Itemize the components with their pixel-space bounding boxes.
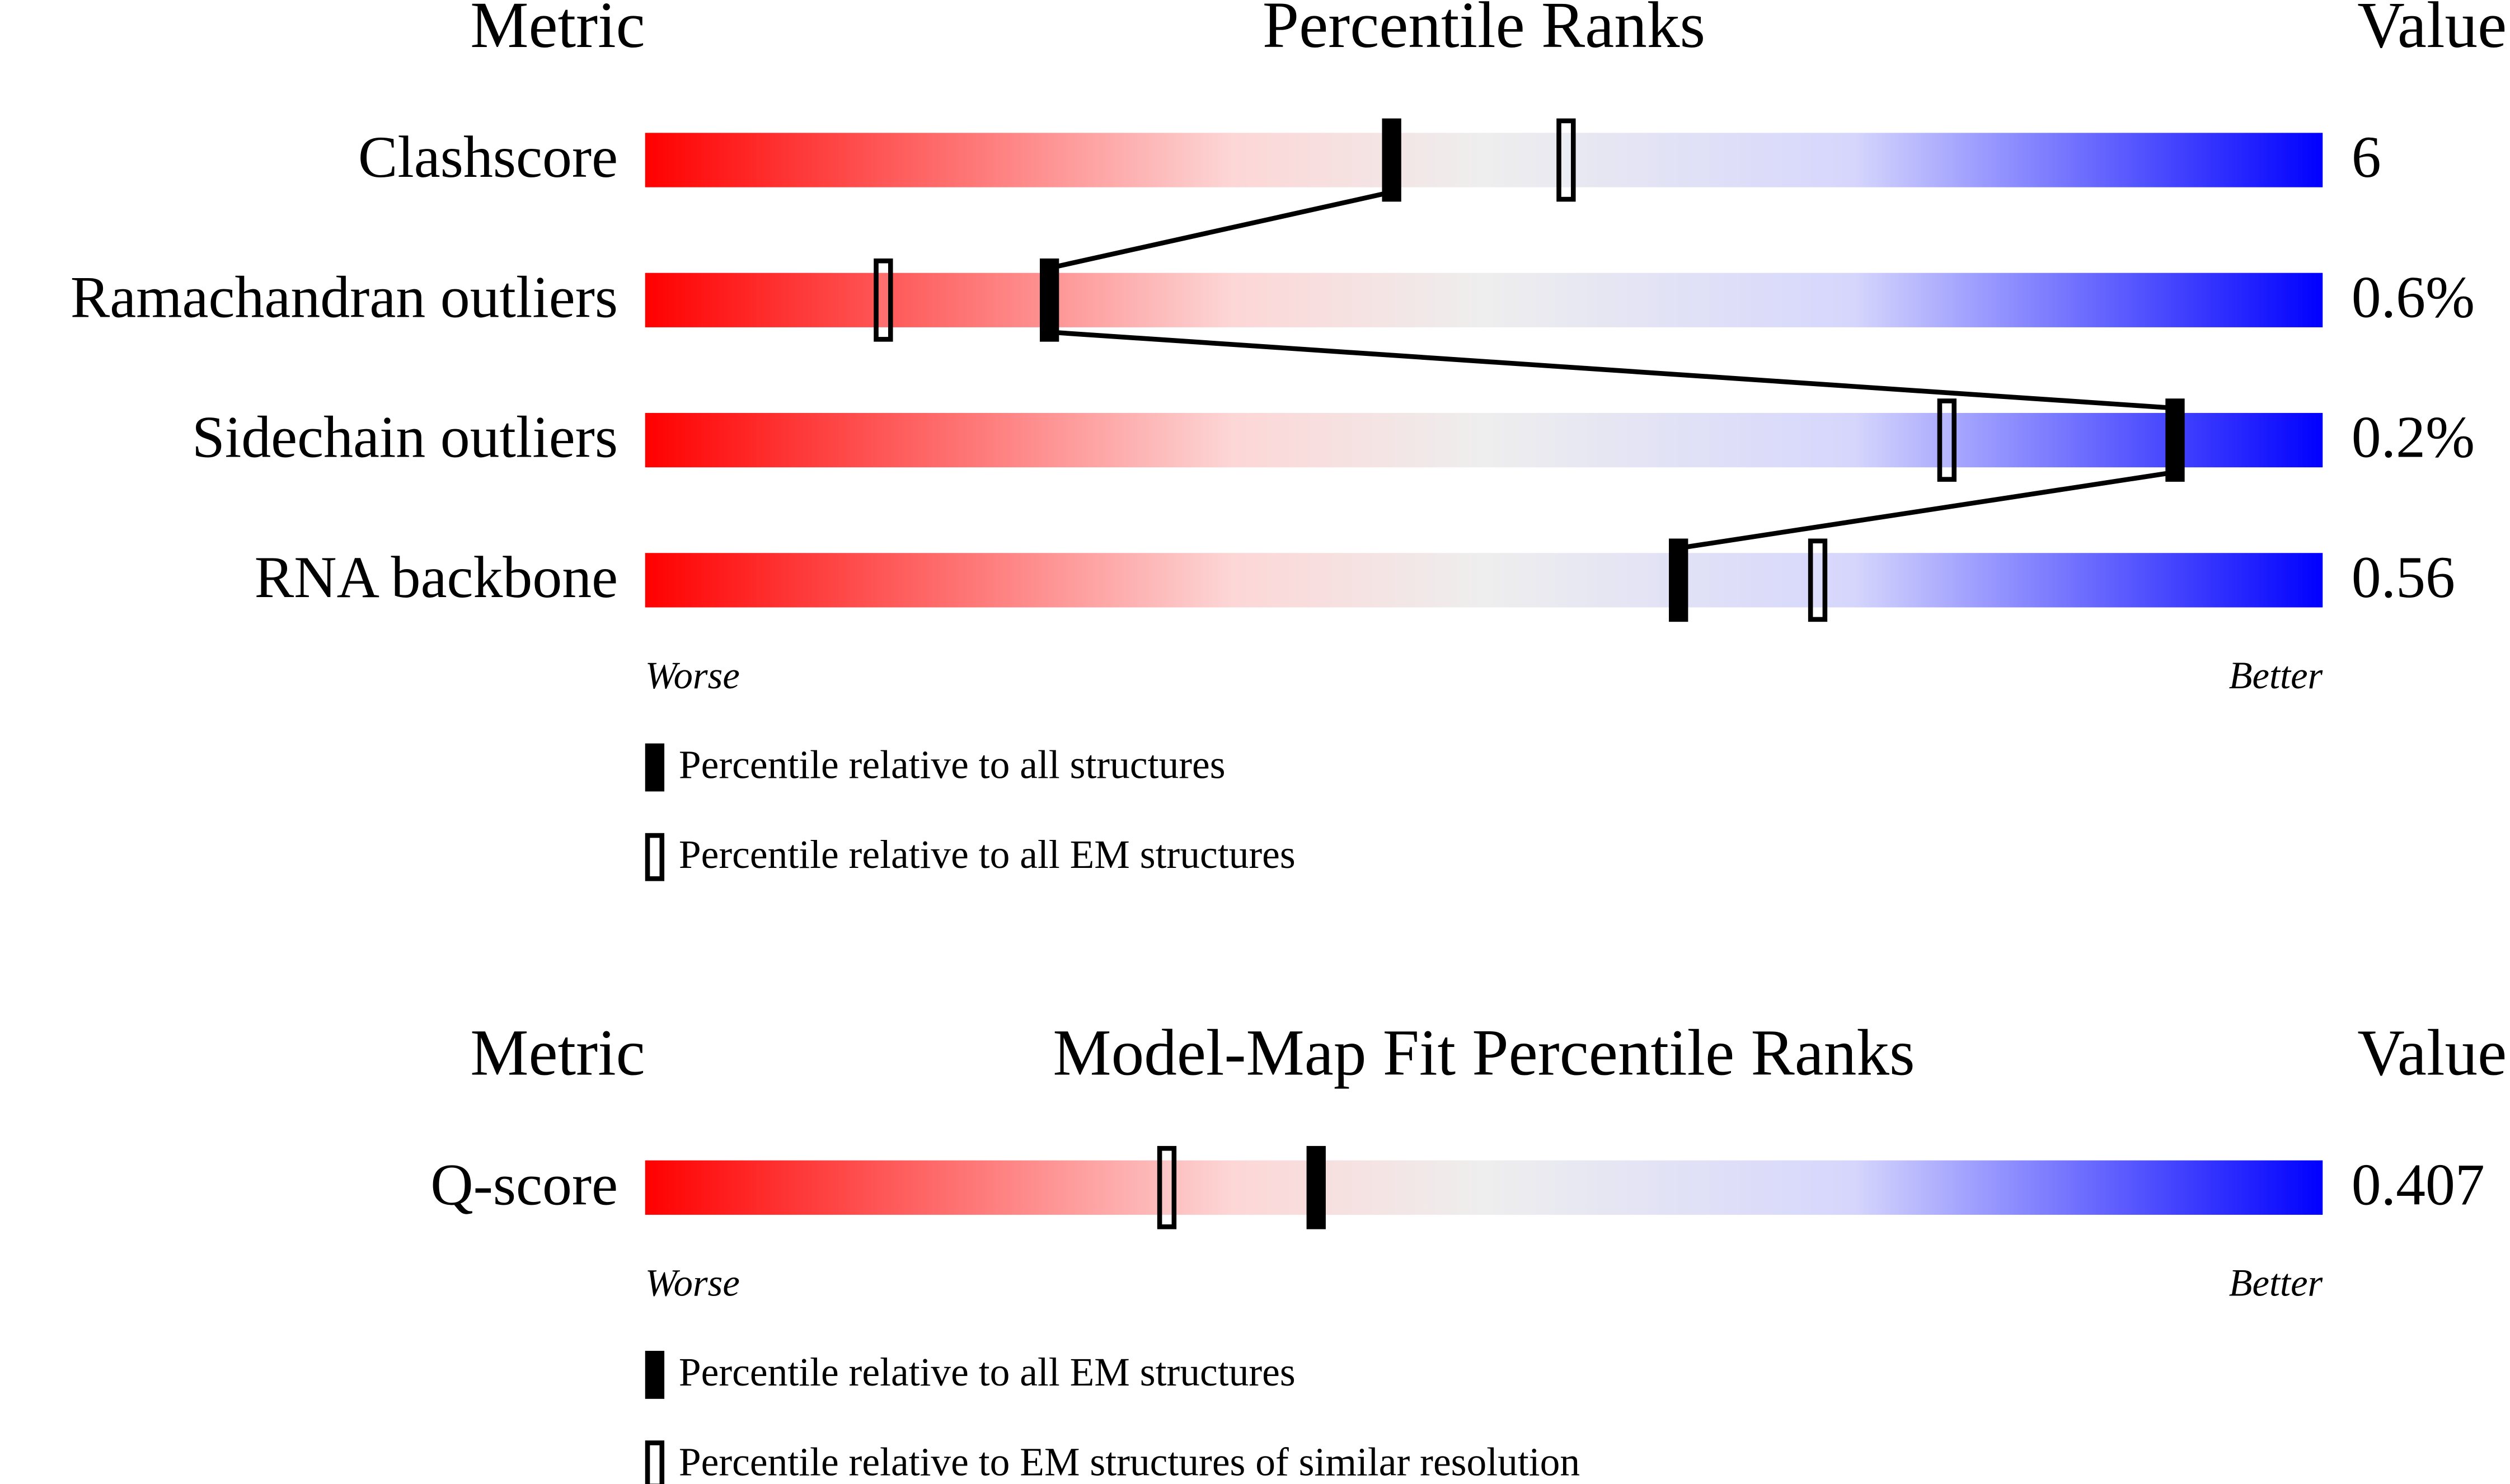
metric-value: 0.56 [2352, 544, 2455, 610]
percentile-bar [645, 1160, 2323, 1215]
worse-label: Worse [645, 654, 740, 697]
metric-label: Q-score [430, 1152, 618, 1217]
value-header: Value [2357, 1017, 2507, 1089]
better-label: Better [2229, 1261, 2323, 1304]
metric-label: Clashscore [358, 124, 618, 190]
metric-header: Metric [470, 0, 645, 62]
metric-value: 0.2% [2352, 405, 2475, 470]
percentile-bar [645, 412, 2323, 468]
legend-text: Percentile relative to all structures [679, 743, 1226, 787]
marker-secondary [1157, 1145, 1177, 1229]
legend-text: Percentile relative to all EM structures [679, 833, 1296, 877]
percentile-bar [645, 273, 2323, 327]
section-title: Percentile Ranks [1263, 0, 1705, 62]
legend-icon-filled [645, 1351, 665, 1399]
metric-label: Ramachandran outliers [71, 264, 618, 330]
metric-value: 0.407 [2352, 1152, 2485, 1217]
marker-secondary [1808, 538, 1828, 622]
legend-icon-hollow [645, 1440, 665, 1484]
marker-primary [1306, 1145, 1326, 1229]
legend-icon-filled [645, 743, 665, 792]
marker-primary [1382, 118, 1401, 202]
percentile-bar [645, 553, 2323, 608]
metric-value: 0.6% [2352, 264, 2475, 330]
legend-text: Percentile relative to all EM structures [679, 1350, 1296, 1394]
section-title: Model-Map Fit Percentile Ranks [1053, 1017, 1915, 1089]
metric-label: RNA backbone [255, 544, 618, 610]
primary-connector [1047, 190, 2178, 551]
marker-secondary [1556, 118, 1576, 202]
percentile-bar [645, 133, 2323, 187]
worse-label: Worse [645, 1261, 740, 1304]
marker-primary [1669, 538, 1688, 622]
metric-label: Sidechain outliers [192, 405, 618, 470]
legend-text: Percentile relative to EM structures of … [679, 1440, 1580, 1484]
marker-secondary [874, 258, 893, 342]
value-header: Value [2357, 0, 2507, 62]
metric-value: 6 [2352, 124, 2381, 190]
metric-header: Metric [470, 1017, 645, 1089]
legend-icon-hollow [645, 833, 665, 881]
better-label: Better [2229, 654, 2323, 697]
marker-secondary [1937, 398, 1957, 482]
